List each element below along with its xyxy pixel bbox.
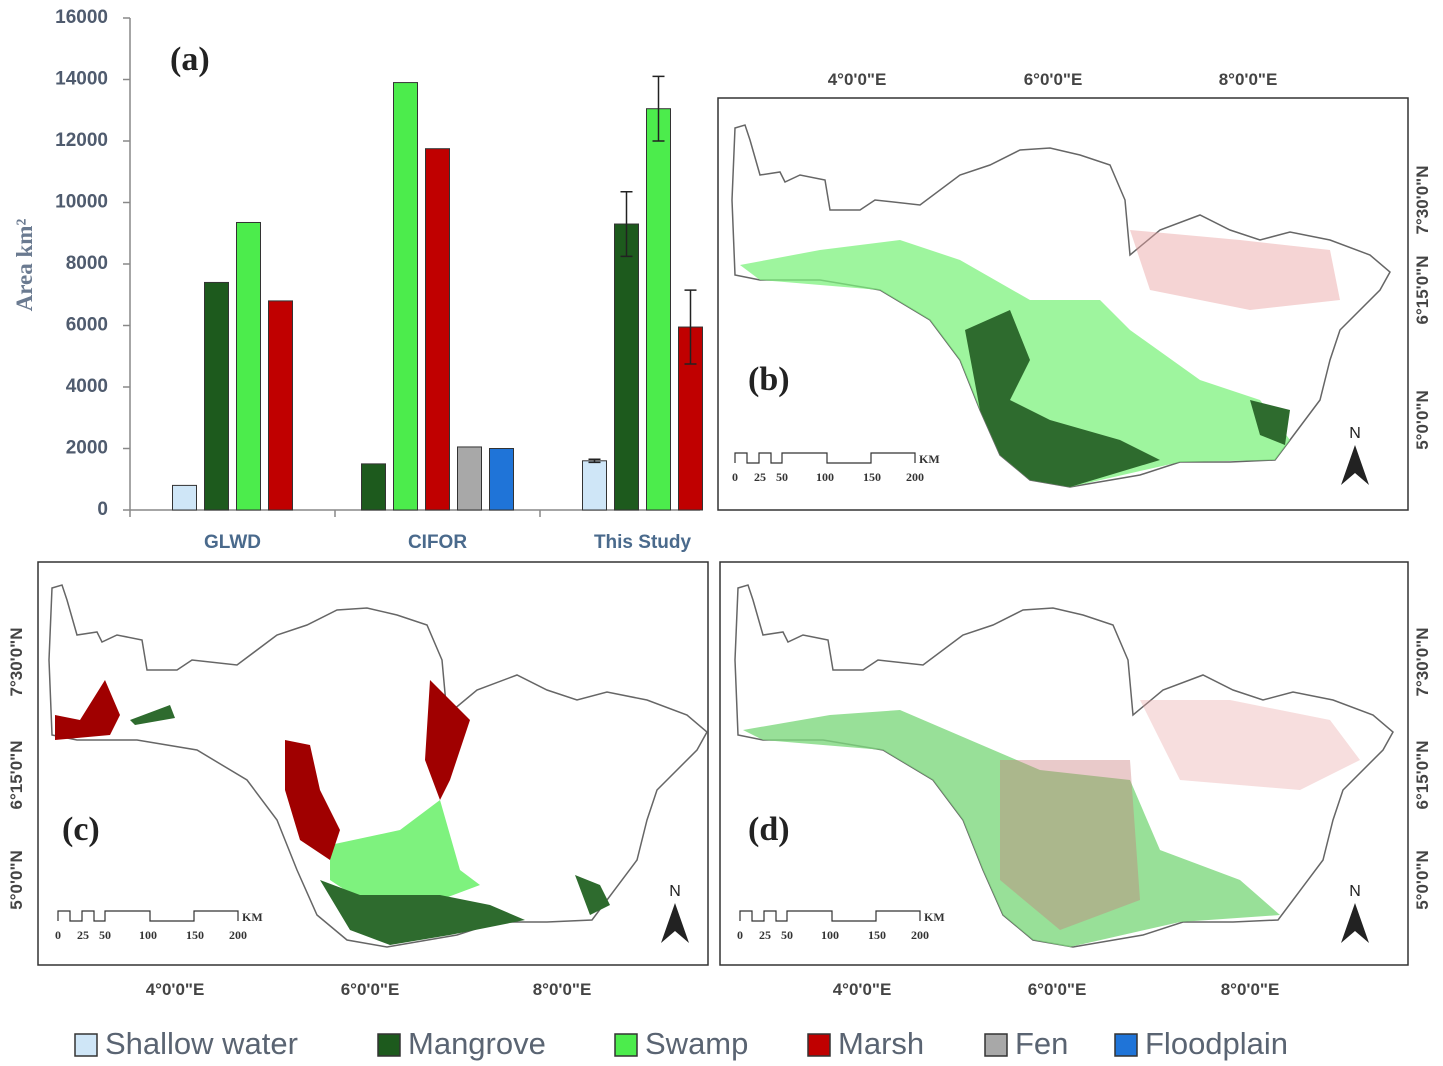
scale-label: 200 (906, 470, 924, 484)
legend-swatch (808, 1034, 830, 1056)
scale-label: 25 (754, 470, 766, 484)
y-tick-label: 14000 (55, 69, 108, 90)
y-tick-label: 2000 (66, 438, 108, 459)
scale-label: 150 (863, 470, 881, 484)
x-tick-label: GLWD (204, 532, 261, 553)
y-axis-label: Area km² (12, 219, 37, 312)
lat-label: 6°15'0"N (1413, 256, 1432, 325)
bar (490, 449, 514, 511)
north-label: N (1349, 425, 1361, 442)
scale-label: 150 (868, 928, 886, 942)
lon-label: 8°0'0"E (1221, 980, 1280, 999)
lon-label: 6°0'0"E (341, 980, 400, 999)
legend-label: Mangrove (408, 1026, 546, 1061)
lon-label: 8°0'0"E (533, 980, 592, 999)
scale-label: 0 (737, 928, 743, 942)
bar (269, 301, 293, 510)
bar (583, 461, 607, 510)
bar (205, 282, 229, 510)
scale-label: 100 (816, 470, 834, 484)
scale-unit: KM (924, 910, 945, 924)
bar (426, 149, 450, 510)
scale-label: 0 (55, 928, 61, 942)
map-panel-c: (c) 4°0'0"E 6°0'0"E 8°0'0"E 7°30'0"N 6°1… (7, 562, 708, 999)
y-tick-label: 6000 (66, 315, 108, 336)
lon-label: 4°0'0"E (833, 980, 892, 999)
scale-unit: KM (919, 452, 940, 466)
lat-label: 7°30'0"N (7, 628, 26, 697)
x-tick-label: CIFOR (408, 532, 467, 553)
scale-label: 150 (186, 928, 204, 942)
scale-label: 50 (99, 928, 111, 942)
lat-label: 5°0'0"N (1413, 850, 1432, 910)
y-tick-label: 10000 (55, 192, 108, 213)
lat-label: 7°30'0"N (1413, 166, 1432, 235)
scale-label: 50 (781, 928, 793, 942)
map-panel-b: (b) 4°0'0"E 6°0'0"E 8°0'0"E 7°30'0"N 6°1… (718, 70, 1432, 510)
legend-swatch (378, 1034, 400, 1056)
y-tick-label: 0 (97, 499, 108, 520)
lat-label: 6°15'0"N (1413, 741, 1432, 810)
scale-label: 200 (911, 928, 929, 942)
bar (394, 83, 418, 510)
scale-label: 25 (77, 928, 89, 942)
legend-label: Fen (1015, 1026, 1068, 1061)
lat-label: 5°0'0"N (7, 850, 26, 910)
y-tick-label: 16000 (55, 7, 108, 28)
scale-unit: KM (242, 910, 263, 924)
legend-label: Floodplain (1145, 1026, 1288, 1061)
bar (458, 447, 482, 510)
lat-label: 6°15'0"N (7, 741, 26, 810)
lon-label: 8°0'0"E (1219, 70, 1278, 89)
bar (647, 109, 671, 510)
legend-label: Marsh (838, 1026, 924, 1061)
panel-label: (b) (748, 361, 790, 398)
scale-label: 50 (776, 470, 788, 484)
panel-label: (d) (748, 811, 790, 848)
scale-label: 100 (139, 928, 157, 942)
north-label: N (669, 883, 681, 900)
scale-label: 200 (229, 928, 247, 942)
lon-label: 6°0'0"E (1028, 980, 1087, 999)
legend-swatch (615, 1034, 637, 1056)
y-tick-label: 12000 (55, 130, 108, 151)
scale-label: 100 (821, 928, 839, 942)
y-tick-label: 8000 (66, 253, 108, 274)
legend-label: Swamp (645, 1026, 748, 1061)
x-tick-label: This Study (594, 532, 692, 553)
bar (237, 222, 261, 510)
bar (362, 464, 386, 510)
panel-label: (c) (62, 811, 100, 848)
scale-label: 25 (759, 928, 771, 942)
bar (173, 485, 197, 510)
north-label: N (1349, 883, 1361, 900)
lon-label: 4°0'0"E (146, 980, 205, 999)
lon-label: 4°0'0"E (828, 70, 887, 89)
scale-label: 0 (732, 470, 738, 484)
panel-label: (a) (170, 41, 210, 78)
lon-label: 6°0'0"E (1024, 70, 1083, 89)
lat-label: 5°0'0"N (1413, 390, 1432, 450)
lat-label: 7°30'0"N (1413, 628, 1432, 697)
legend-swatch (985, 1034, 1007, 1056)
legend-label: Shallow water (105, 1026, 298, 1061)
figure: (a) Area km² (b) 4°0'0"E 6°0'0"E 8°0'0"E… (0, 0, 1443, 1066)
legend-swatch (1115, 1034, 1137, 1056)
legend-swatch (75, 1034, 97, 1056)
bar (615, 224, 639, 510)
y-tick-label: 4000 (66, 376, 108, 397)
